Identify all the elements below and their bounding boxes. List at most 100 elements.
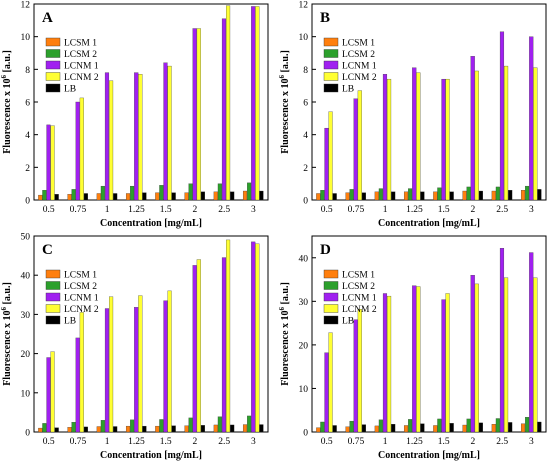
bar-b-lcnm2-2 [387, 78, 392, 201]
bar-b-lcnm2-5 [474, 70, 479, 201]
x-tick-label-c-4: 1.5 [160, 437, 172, 447]
y-tick-label-b-3: 6 [303, 99, 308, 109]
bar-c-lcsm2-7 [247, 415, 252, 433]
bar-c-lcsm1-4 [155, 425, 160, 433]
x-tick-label-b-0: 0.5 [321, 205, 333, 215]
x-axis-title-b: Concentration [mg/mL] [378, 218, 480, 229]
legend-swatch-c-0 [45, 269, 61, 279]
bar-c-lcnm2-2 [109, 296, 114, 433]
y-axis-title-main-a: Fluorescence x 10 [2, 78, 13, 153]
bar-b-lcnm1-1 [353, 98, 358, 201]
bar-a-lcsm1-7 [242, 190, 248, 201]
bar-c-lb-3 [142, 425, 147, 433]
x-tick-label-d-0: 0.5 [321, 437, 333, 447]
legend-label-b-3: LCNM 2 [342, 73, 377, 83]
x-tick-label-b-7: 3 [529, 205, 534, 215]
legend-swatch-a-3 [45, 72, 61, 81]
bar-d-lcsm1-3 [403, 425, 409, 433]
y-axis-title-sup-b: 6 [278, 74, 286, 78]
bar-c-lb-4 [171, 425, 176, 433]
bar-b-lcsm1-6 [491, 190, 496, 201]
legend-label-b-4: LB [342, 85, 354, 95]
x-tick-label-c-2: 1 [105, 437, 110, 447]
panel-letter-d: D [320, 242, 331, 258]
y-axis-title-c: Fluorescence x 106 [a.u.] [0, 282, 13, 386]
bar-d-lcsm1-6 [491, 424, 496, 433]
y-tick-label-c-1: 10 [21, 389, 31, 399]
bar-b-lb-5 [478, 190, 483, 201]
bar-b-lcnm2-6 [504, 65, 509, 201]
bar-a-lcsm1-6 [213, 191, 218, 201]
y-tick-label-b-5: 10 [299, 33, 309, 43]
bar-c-lcnm1-0 [46, 357, 51, 433]
x-tick-label-c-3: 1.25 [128, 437, 145, 447]
bar-b-lcsm2-3 [408, 188, 413, 201]
y-tick-label-c-3: 30 [21, 311, 31, 321]
panel-letter-c: C [42, 242, 53, 258]
bar-a-lb-5 [200, 191, 205, 201]
bar-d-lcnm1-2 [382, 293, 388, 433]
bar-c-lcnm1-6 [221, 257, 227, 433]
x-tick-label-b-6: 2.5 [496, 205, 508, 215]
bar-d-lcnm1-6 [499, 248, 505, 433]
bar-d-lcsm2-0 [320, 421, 325, 433]
bar-a-lcnm1-7 [251, 6, 256, 201]
y-axis-title-a: Fluorescence x 106 [a.u.] [0, 50, 13, 154]
bar-a-lb-4 [171, 192, 176, 201]
bar-d-lcsm2-6 [495, 418, 500, 433]
bar-a-lcsm2-3 [130, 185, 135, 201]
y-tick-label-a-6: 12 [21, 1, 31, 11]
x-axis-title-a: Concentration [mg/mL] [100, 218, 202, 229]
y-axis-title-sup-c: 6 [0, 306, 8, 310]
legend-swatch-c-1 [45, 281, 61, 290]
y-axis-title-unit-b: [a.u.] [280, 50, 291, 75]
bar-b-lcnm2-3 [416, 72, 421, 201]
bar-c-lb-6 [230, 424, 235, 433]
bar-b-lcsm2-6 [495, 186, 500, 201]
bar-a-lcnm2-3 [138, 74, 143, 201]
bar-c-lcnm1-3 [134, 307, 139, 433]
bar-b-lcnm1-3 [412, 67, 417, 201]
bar-d-lb-6 [508, 422, 513, 433]
chart-panel-d: 0 10 20 30 40 0.5 0.75 1 1.25 1.5 2 2.5 3 Concentrati… [278, 235, 547, 461]
x-tick-label-d-2: 1 [383, 437, 388, 447]
bar-c-lcsm1-5 [184, 425, 189, 433]
legend-label-c-1: LCSM 2 [64, 282, 97, 292]
bar-a-lb-2 [113, 193, 118, 201]
y-tick-label-d-0: 0 [303, 429, 308, 439]
bar-a-lcsm2-1 [71, 189, 76, 201]
legend-swatch-a-1 [45, 49, 61, 58]
y-tick-label-c-2: 20 [21, 350, 31, 360]
bar-b-lcsm2-1 [349, 189, 354, 201]
bar-a-lcsm1-0 [38, 194, 43, 201]
legend-swatch-b-2 [323, 60, 339, 70]
chart-panel-c: 0 10 20 30 40 50 0.5 0.75 1 1.25 1.5 2 2.5 3 Concentra… [0, 233, 269, 461]
bar-b-lcnm1-0 [324, 127, 329, 201]
x-axis-title-c: Concentration [mg/mL] [100, 450, 202, 461]
y-tick-label-a-5: 10 [21, 33, 31, 43]
bar-a-lcnm1-6 [221, 18, 227, 201]
bar-d-lcsm2-1 [349, 420, 354, 433]
legend-swatch-c-4 [45, 315, 61, 325]
bar-b-lcsm2-2 [378, 188, 383, 201]
bar-d-lcnm1-7 [529, 252, 534, 433]
x-tick-label-a-2: 1 [105, 205, 110, 215]
legend-label-d-3: LCNM 2 [342, 305, 377, 315]
bar-c-lcsm2-4 [159, 419, 164, 433]
panel-letter-a: A [42, 10, 53, 26]
x-tick-label-a-0: 0.5 [43, 205, 55, 215]
bar-a-lb-0 [54, 194, 59, 201]
bar-b-lcsm1-2 [374, 191, 379, 201]
legend-label-c-3: LCNM 2 [64, 305, 99, 315]
bar-d-lcnm1-5 [470, 275, 475, 433]
y-tick-label-a-1: 2 [25, 164, 30, 174]
legend-swatch-d-3 [323, 304, 339, 313]
x-tick-label-b-3: 1.25 [406, 205, 423, 215]
bar-a-lcnm1-4 [163, 62, 168, 201]
bar-c-lb-1 [83, 426, 88, 433]
bar-d-lcsm1-1 [345, 426, 350, 433]
plot-frame-b [311, 3, 547, 201]
bar-b-lcnm1-4 [441, 78, 446, 201]
bar-c-lcsm2-1 [71, 422, 76, 433]
bar-d-lb-7 [537, 421, 542, 433]
